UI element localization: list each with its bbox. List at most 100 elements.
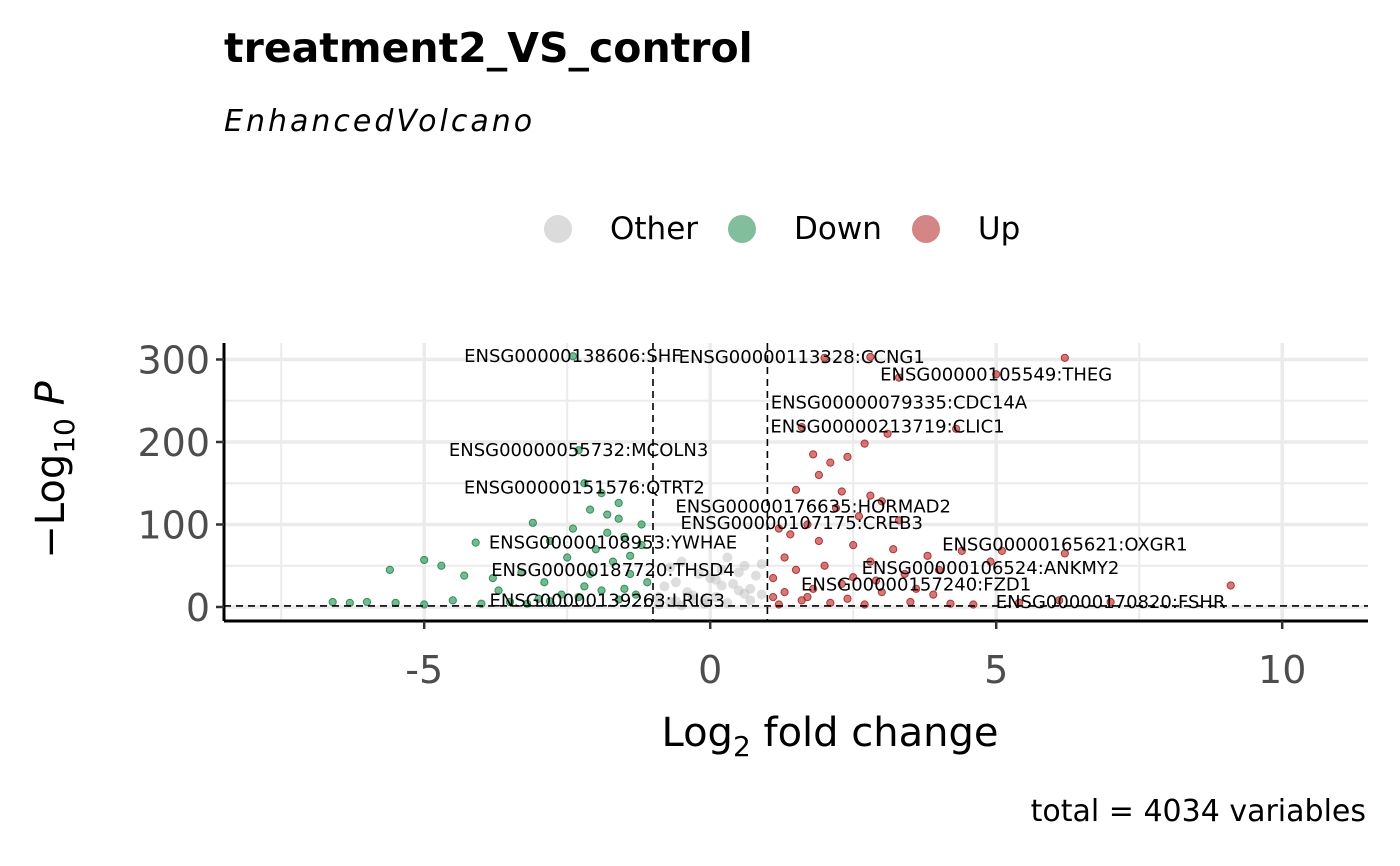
point-up: [837, 579, 846, 588]
point-other: [722, 552, 733, 563]
point-up: [969, 600, 978, 609]
point-up: [809, 584, 818, 593]
x-tick-label: -5: [405, 648, 443, 692]
point-up: [769, 592, 778, 602]
point-other: [676, 556, 687, 567]
point-up: [912, 584, 921, 593]
legend-swatch-up: [911, 215, 940, 243]
point-down: [614, 595, 623, 604]
point-up: [894, 516, 904, 525]
legend-item-down: Down: [728, 211, 882, 247]
point-up: [1106, 597, 1115, 607]
point-up: [1060, 549, 1069, 558]
point-other: [653, 592, 664, 603]
y-axis-title: −Log10 P: [28, 380, 81, 558]
point-up: [866, 557, 875, 566]
point-up: [854, 512, 864, 521]
point-up: [797, 423, 806, 432]
point-other: [716, 580, 727, 591]
chart-subtitle: EnhancedVolcano: [224, 104, 536, 139]
point-other: [710, 592, 721, 603]
point-down: [631, 590, 640, 599]
gene-label: ENSG00000107175:CREB3: [680, 513, 923, 534]
point-down: [362, 597, 372, 607]
point-up: [837, 487, 846, 496]
point-down: [420, 600, 429, 609]
point-up: [986, 557, 995, 566]
point-down: [420, 555, 429, 565]
point-down: [608, 557, 618, 566]
point-down: [557, 590, 566, 599]
point-up: [997, 546, 1007, 555]
gene-label: ENSG00000105549:THEG: [880, 364, 1112, 385]
gene-label: ENSG00000176635:HORMAD2: [675, 496, 951, 517]
point-up: [860, 439, 869, 448]
point-down: [626, 551, 635, 560]
point-down: [460, 571, 469, 580]
point-up: [814, 536, 823, 546]
point-up: [877, 588, 886, 597]
legend-swatch-down: [728, 215, 757, 243]
point-down: [620, 584, 629, 593]
point-down: [626, 569, 635, 579]
y-tick-label: 100: [137, 503, 210, 547]
point-down: [563, 553, 572, 562]
x-tick-label: 5: [984, 648, 1008, 692]
point-other: [733, 567, 744, 578]
point-down: [328, 597, 337, 607]
legend-item-up: Up: [911, 211, 1020, 247]
point-other: [693, 568, 704, 579]
point-other: [750, 570, 761, 581]
point-down: [545, 597, 555, 606]
gene-label: ENSG00000187720:THSD4: [491, 560, 735, 581]
point-other: [699, 595, 710, 606]
point-other: [756, 589, 767, 600]
legend-label-down: Down: [794, 211, 882, 247]
x-tick-label: 10: [1258, 648, 1306, 692]
point-other: [653, 599, 664, 610]
point-up: [803, 520, 812, 529]
point-up: [814, 470, 823, 480]
legend-label-other: Other: [610, 211, 699, 247]
point-down: [591, 545, 600, 554]
point-up: [934, 565, 944, 574]
point-up: [780, 553, 789, 562]
point-down: [568, 524, 578, 533]
point-down: [545, 536, 555, 546]
point-down: [603, 528, 612, 537]
gene-label: ENSG00000113328:CCNG1: [679, 347, 925, 368]
point-up: [952, 424, 961, 433]
point-down: [580, 479, 589, 488]
point-down: [471, 538, 480, 547]
point-up: [894, 373, 904, 382]
gene-label: ENSG00000055732:MCOLN3: [449, 440, 708, 461]
point-up: [849, 573, 858, 582]
point-down: [488, 574, 497, 583]
point-down: [637, 541, 646, 550]
point-up: [791, 485, 801, 494]
point-other: [739, 560, 750, 571]
legend: Other Down Up: [544, 208, 1050, 250]
gene-label: ENSG00000079335:CDC14A: [771, 392, 1028, 413]
point-up: [849, 541, 858, 550]
gene-label: ENSG00000170820:FSHR: [996, 592, 1226, 613]
point-up: [803, 592, 812, 602]
point-down: [574, 592, 583, 602]
point-up: [786, 530, 795, 539]
legend-swatch-other: [544, 215, 572, 243]
point-down: [517, 568, 526, 577]
point-other: [728, 578, 739, 589]
point-up: [871, 576, 881, 585]
gene-label: ENSG00000213719:CLIC1: [770, 416, 1004, 437]
point-other: [659, 581, 670, 592]
point-other: [756, 559, 767, 570]
point-up: [889, 545, 898, 554]
point-up: [957, 546, 966, 555]
point-up: [820, 353, 829, 362]
point-up: [826, 458, 835, 467]
gene-label: ENSG00000151576:QTRT2: [464, 477, 705, 498]
point-down: [448, 596, 457, 605]
x-tick-label: 0: [698, 648, 722, 692]
